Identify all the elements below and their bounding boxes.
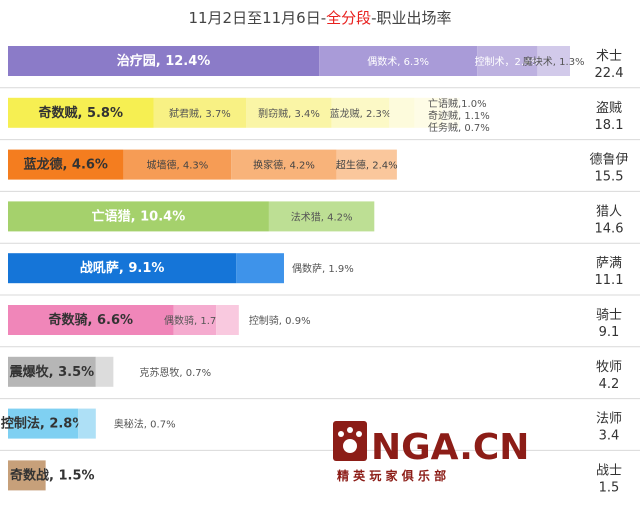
class-total: 22.4 — [595, 66, 624, 81]
bar-segment-label: 蓝龙德, 4.6% — [23, 157, 108, 173]
class-total: 1.5 — [599, 480, 620, 495]
class-name: 战士 — [596, 463, 622, 478]
chart-title-part-2: -职业出场率 — [371, 9, 451, 27]
class-total: 14.6 — [595, 221, 624, 236]
chart-rows: 治疗园, 12.4% 偶数术, 6.3% 控制术，2.4%魔块术, 1.3% 术士 22… — [0, 46, 640, 495]
class-total: 18.1 — [595, 118, 624, 133]
bar-extra-label: 控制骑, 0.9% — [249, 314, 311, 327]
bar-extra-label: 克苏恩牧, 0.7% — [139, 366, 211, 379]
bar-segment — [123, 149, 232, 180]
bar-segment-label: 战吼萨, 9.1% — [80, 260, 165, 276]
bar-segment — [216, 305, 239, 335]
bar-extra-label: 奇迹贼, 1.1% — [428, 109, 490, 122]
bar-segment-label: 超生德, 2.4% — [336, 159, 398, 172]
bar-extra-label: 奥秘法, 0.7% — [114, 418, 176, 431]
bar-segment-label: 弑君贼, 3.7% — [169, 107, 231, 120]
bar-segment — [442, 97, 460, 128]
class-name: 德鲁伊 — [589, 153, 628, 168]
bar-segment — [331, 97, 390, 128]
watermark-sub-text: 精 英 玩 家 俱 乐 部 — [337, 468, 446, 483]
bar-segment-label: 亡语猎, 10.4% — [92, 208, 186, 224]
bar-segment — [319, 46, 478, 76]
bar-segment — [477, 46, 538, 76]
chart-title-part-1: 全分段 — [326, 9, 371, 27]
bar-segment-label: 换家德, 4.2% — [253, 159, 315, 172]
bar-segment — [8, 46, 320, 76]
bar-segment-label: 震爆牧, 3.5% — [9, 364, 95, 380]
bar-segment — [173, 305, 217, 335]
bar-segment — [246, 97, 332, 128]
bar-segment-label: 奇数骑, 6.6% — [49, 312, 134, 328]
bar-segment-label: 城墙德, 4.3% — [146, 159, 208, 172]
bar-segment-label: 剽窃贼, 3.4% — [258, 107, 320, 120]
bar-segment — [231, 149, 337, 180]
class-name: 牧师 — [596, 360, 622, 375]
watermark-paw-toe — [356, 431, 362, 437]
bar-segment-label: 蓝龙贼, 2.3% — [330, 107, 392, 120]
class-total: 3.4 — [599, 429, 620, 444]
chart-title-part-0: 11月2日至11月6日- — [188, 9, 326, 27]
class-total: 4.2 — [599, 377, 620, 392]
bar-segment — [389, 97, 415, 128]
class-name: 骑士 — [596, 308, 622, 323]
bar-segment — [236, 253, 284, 284]
bar-segment — [8, 460, 46, 491]
bar-segment — [78, 408, 96, 439]
watermark-paw-toe — [347, 427, 353, 433]
bar-segment — [8, 408, 79, 439]
bar-segment — [336, 149, 397, 180]
class-name: 猎人 — [596, 204, 622, 219]
bar-extra-label: 奇数战, 1.5% — [10, 467, 95, 483]
bar-segment — [8, 253, 237, 284]
class-name: 法师 — [596, 412, 622, 427]
bar-segment-label: 偶数术, 6.3% — [367, 55, 429, 68]
bar-segment-label: 偶数骑, 1.7% — [164, 314, 226, 327]
bar-extra-label: 亡语贼,1.0% — [428, 97, 487, 110]
bar-segment-label: 控制术，2.4% — [475, 55, 540, 68]
bar-segment — [268, 201, 375, 232]
class-name: 术士 — [596, 49, 622, 64]
bar-segment — [8, 305, 174, 335]
bar-segment-label: 法术猎, 4.2% — [291, 210, 353, 223]
class-name: 萨满 — [596, 256, 622, 271]
bar-segment — [8, 201, 269, 232]
bar-segment — [414, 97, 443, 128]
watermark-main-text: NGA.CN — [371, 427, 529, 468]
watermark-paw-pad — [343, 439, 357, 453]
bar-segment — [153, 97, 247, 128]
class-total: 11.1 — [595, 273, 624, 288]
bar-segment — [8, 149, 124, 180]
bar-segment-label: 奇数贼, 5.8% — [38, 105, 123, 121]
bar-segment — [95, 356, 114, 387]
bar-segment-label: 控制法, 2.8% — [1, 416, 86, 432]
nga-watermark: NGA.CN 精 英 玩 家 俱 乐 部 — [333, 421, 529, 483]
watermark-paw-toe — [338, 431, 344, 437]
class-name: 盗贼 — [596, 100, 622, 116]
bar-segment-label: 治疗园, 12.4% — [117, 53, 211, 69]
bar-segment-label: 魔块术, 1.3% — [523, 55, 585, 68]
bar-extra-label: 任务贼, 0.7% — [428, 121, 490, 134]
bar-extra-label: 偶数萨, 1.9% — [292, 262, 354, 275]
bar-segment — [8, 356, 96, 387]
chart-title: 11月2日至11月6日-全分段-职业出场率 — [188, 9, 451, 27]
bar-segment — [8, 97, 154, 128]
class-total: 9.1 — [599, 325, 620, 340]
bar-segment — [537, 46, 570, 76]
class-total: 15.5 — [595, 170, 624, 185]
